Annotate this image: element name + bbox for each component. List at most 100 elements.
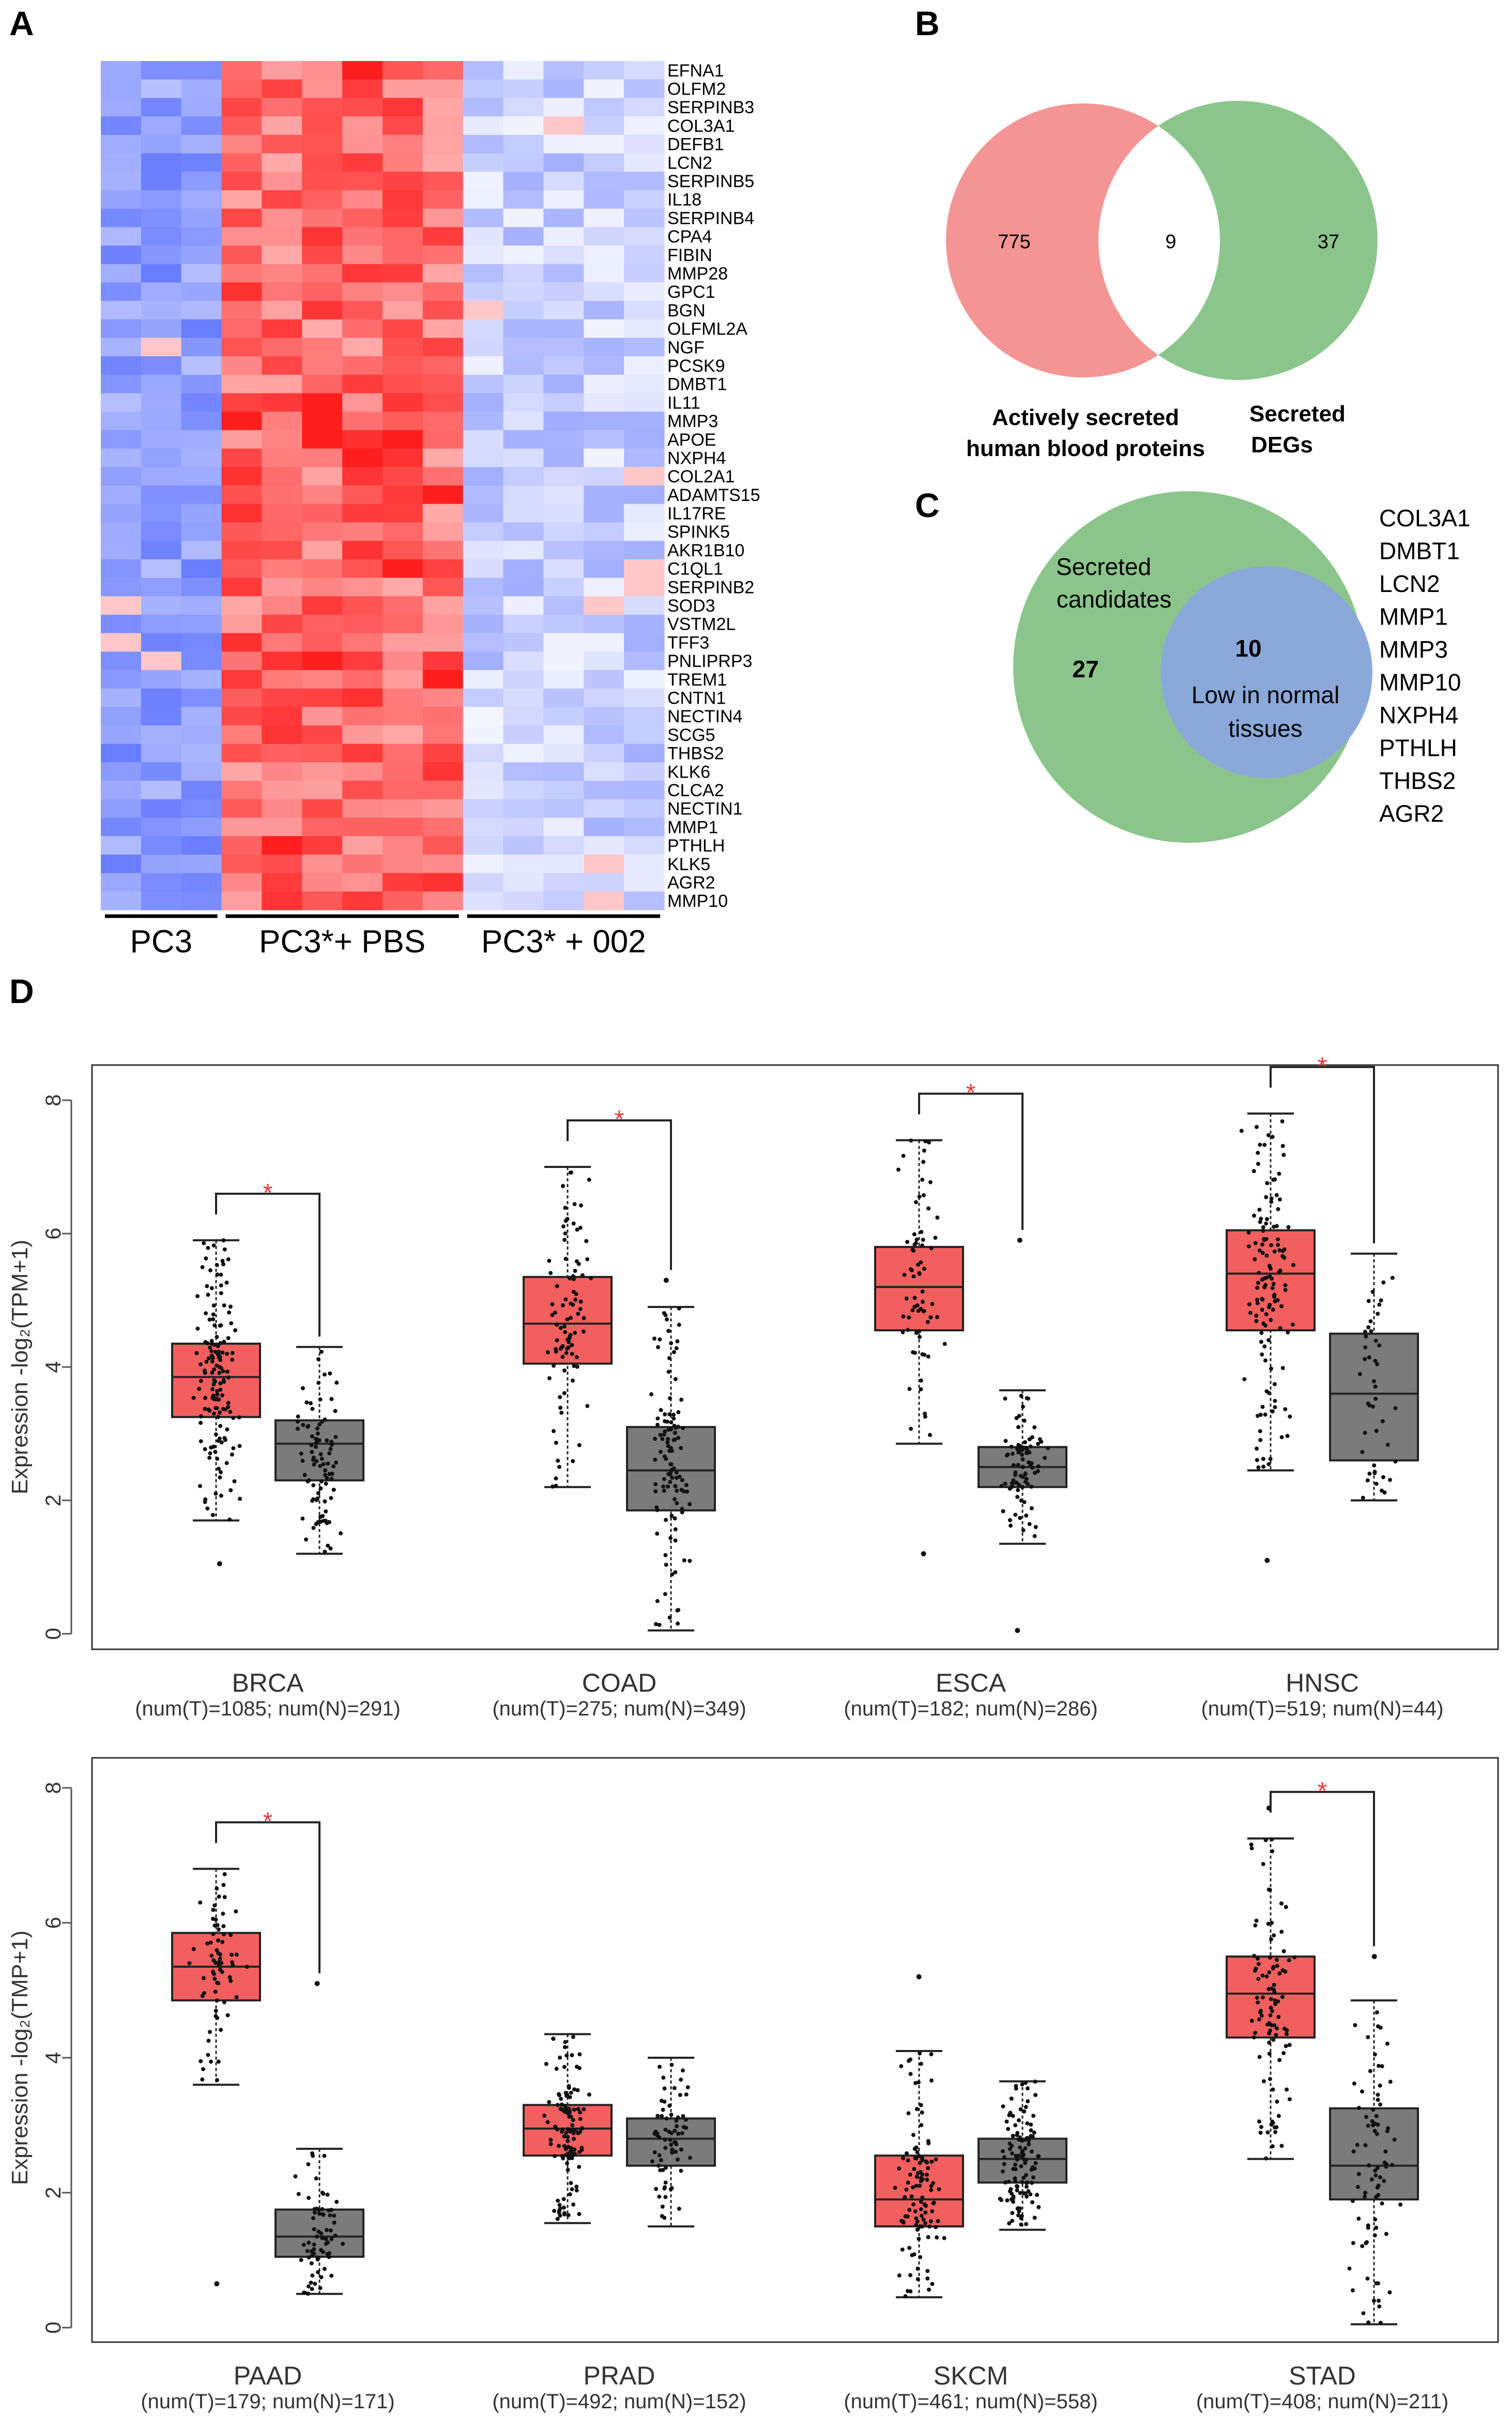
tumor-point bbox=[1277, 1248, 1282, 1253]
normal-point bbox=[673, 1527, 678, 1531]
normal-point bbox=[1033, 2093, 1038, 2097]
tumor-point bbox=[1270, 1134, 1275, 1139]
heatmap-cell bbox=[584, 393, 624, 412]
heatmap-cell bbox=[543, 614, 584, 634]
tumor-point bbox=[914, 1331, 919, 1335]
normal-point bbox=[316, 1380, 321, 1385]
tumor-point bbox=[578, 1225, 583, 1230]
normal-point bbox=[676, 2115, 680, 2120]
tumor-point bbox=[925, 1319, 930, 1324]
tumor-point bbox=[912, 1232, 917, 1237]
normal-point bbox=[1014, 1480, 1019, 1485]
tumor-point bbox=[563, 1231, 568, 1236]
heatmap-cell bbox=[624, 61, 665, 80]
heatmap-cell bbox=[262, 172, 302, 191]
heatmap-cell bbox=[302, 651, 343, 671]
heatmap-cell bbox=[584, 799, 624, 818]
tumor-point bbox=[573, 1330, 577, 1335]
normal-point bbox=[1015, 2188, 1019, 2193]
normal-point bbox=[675, 1489, 679, 1493]
normal-box bbox=[1329, 1332, 1419, 1462]
tumor-point bbox=[935, 1315, 939, 1319]
tumor-point bbox=[912, 2167, 917, 2171]
normal-point bbox=[1014, 2084, 1018, 2088]
heatmap-cell bbox=[503, 504, 544, 523]
heatmap-cell bbox=[302, 412, 343, 431]
heatmap-cell bbox=[543, 264, 584, 283]
heatmap-cell bbox=[383, 854, 423, 874]
normal-point bbox=[663, 1592, 667, 1597]
heatmap-cell bbox=[383, 116, 423, 135]
normal-point bbox=[679, 1398, 684, 1402]
heatmap-cell bbox=[383, 301, 423, 320]
normal-point bbox=[668, 1536, 673, 1540]
tumor-point bbox=[903, 2214, 908, 2219]
heatmap-cell bbox=[543, 799, 584, 818]
tumor-point bbox=[194, 1351, 199, 1356]
tumor-point bbox=[1277, 1270, 1281, 1274]
heatmap-cell bbox=[181, 356, 222, 375]
significance-marker: * bbox=[1318, 1778, 1327, 1805]
normal-point bbox=[1023, 2146, 1028, 2151]
normal-point bbox=[661, 2107, 665, 2112]
heatmap-cell bbox=[221, 393, 263, 412]
tumor-point bbox=[571, 2118, 575, 2122]
heatmap-cell bbox=[543, 485, 584, 505]
heatmap-cell bbox=[383, 781, 423, 800]
tumor-point bbox=[213, 1491, 218, 1496]
tumor-point bbox=[223, 1438, 227, 1442]
tumor-point bbox=[1247, 1302, 1251, 1307]
heatmap-cell bbox=[141, 836, 182, 855]
tumor-point bbox=[1270, 1409, 1275, 1414]
tumor-point bbox=[1271, 2038, 1276, 2042]
normal-point bbox=[1384, 2231, 1388, 2236]
tumor-point bbox=[1266, 1133, 1271, 1137]
tumor-point bbox=[231, 1446, 236, 1451]
heatmap-cell bbox=[624, 578, 665, 597]
normal-point bbox=[1382, 2160, 1387, 2165]
normal-point bbox=[312, 2210, 317, 2215]
normal-point bbox=[1011, 2134, 1015, 2138]
gene-label: GPC1 bbox=[667, 282, 715, 302]
tumor-point bbox=[904, 1296, 909, 1301]
gene-label: IL17RE bbox=[667, 504, 726, 524]
tumor-point bbox=[554, 1440, 558, 1445]
tumor-point bbox=[204, 1359, 209, 1364]
heatmap-cell bbox=[262, 153, 302, 172]
heatmap-cell bbox=[422, 854, 464, 874]
tumor-point bbox=[1275, 1964, 1279, 1968]
tumor-point bbox=[1269, 2006, 1273, 2010]
tumor-point bbox=[562, 2134, 567, 2139]
normal-point bbox=[1361, 1496, 1365, 1500]
tumor-point bbox=[1260, 1352, 1264, 1357]
heatmap-cell bbox=[181, 559, 222, 579]
normal-point bbox=[663, 1429, 667, 1434]
tumor-point bbox=[1260, 2013, 1264, 2018]
normal-point bbox=[299, 1451, 303, 1456]
heatmap-cell bbox=[624, 743, 665, 763]
tumor-point bbox=[919, 1387, 923, 1392]
tumor-point bbox=[219, 1291, 223, 1296]
tumor-point bbox=[1286, 1225, 1291, 1229]
heatmap-cell bbox=[262, 781, 302, 800]
normal-point bbox=[659, 2099, 664, 2103]
tumor-point bbox=[1256, 1962, 1261, 1966]
tumor-point bbox=[1273, 1405, 1277, 1409]
normal-point bbox=[304, 1537, 308, 1542]
heatmap-cell bbox=[624, 448, 665, 467]
heatmap-cell bbox=[342, 319, 383, 338]
heatmap-cell bbox=[503, 116, 544, 135]
heatmap-cell bbox=[584, 817, 624, 837]
normal-point bbox=[682, 1558, 686, 1562]
heatmap-cell bbox=[221, 596, 263, 615]
tumor-point bbox=[901, 2156, 905, 2161]
tumor-point bbox=[557, 1465, 561, 1469]
normal-point bbox=[1018, 2191, 1022, 2195]
heatmap-cell bbox=[101, 264, 142, 283]
heatmap-cell bbox=[543, 319, 584, 338]
candidate-gene-label: PTHLH bbox=[1379, 735, 1457, 762]
tumor-point bbox=[899, 2064, 904, 2069]
tumor-point bbox=[205, 1941, 210, 1946]
normal-point bbox=[1000, 2149, 1005, 2153]
heatmap-cell bbox=[584, 98, 624, 117]
